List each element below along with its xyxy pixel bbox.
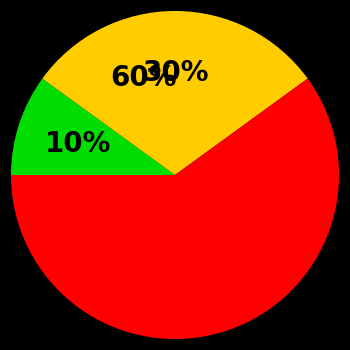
Wedge shape xyxy=(11,79,339,339)
Wedge shape xyxy=(42,11,308,175)
Text: 60%: 60% xyxy=(110,64,177,92)
Text: 30%: 30% xyxy=(142,59,208,87)
Wedge shape xyxy=(11,79,175,175)
Text: 10%: 10% xyxy=(45,130,111,158)
